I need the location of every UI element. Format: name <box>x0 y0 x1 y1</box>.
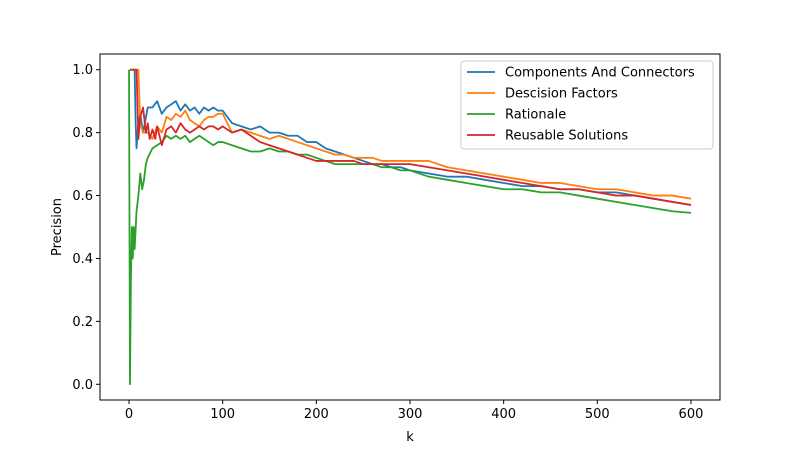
x-tick-label: 500 <box>585 407 610 422</box>
x-tick-label: 400 <box>491 407 516 422</box>
legend: Components And Connectors Descision Facto… <box>460 60 714 150</box>
x-tick-label: 100 <box>210 407 235 422</box>
y-tick-label: 0.8 <box>72 126 93 141</box>
x-axis: 0 100 200 300 400 500 600 <box>125 400 703 422</box>
legend-label-1: Descision Factors <box>505 87 618 102</box>
y-tick-label: 0.6 <box>72 189 93 204</box>
x-tick-label: 0 <box>125 407 133 422</box>
legend-label-3: Reusable Solutions <box>505 129 628 144</box>
series-line-1 <box>129 68 692 200</box>
y-tick-label: 0.4 <box>72 252 93 267</box>
series-layer <box>128 68 692 386</box>
series-line-2 <box>128 69 692 386</box>
y-tick-label: 0.2 <box>72 315 93 330</box>
series-line-3 <box>129 68 692 206</box>
x-tick-label: 600 <box>679 407 704 422</box>
legend-box <box>460 60 714 150</box>
x-tick-label: 300 <box>398 407 423 422</box>
x-tick-label: 200 <box>304 407 329 422</box>
y-axis: 0.0 0.2 0.4 0.6 0.8 1.0 <box>72 63 100 393</box>
y-tick-label: 0.0 <box>72 378 93 393</box>
x-axis-label: k <box>406 430 414 445</box>
series-line-0 <box>129 68 692 206</box>
y-tick-label: 1.0 <box>72 63 93 78</box>
legend-label-0: Components And Connectors <box>505 66 695 81</box>
y-axis-label: Precision <box>50 198 65 256</box>
legend-label-2: Rationale <box>505 108 566 123</box>
